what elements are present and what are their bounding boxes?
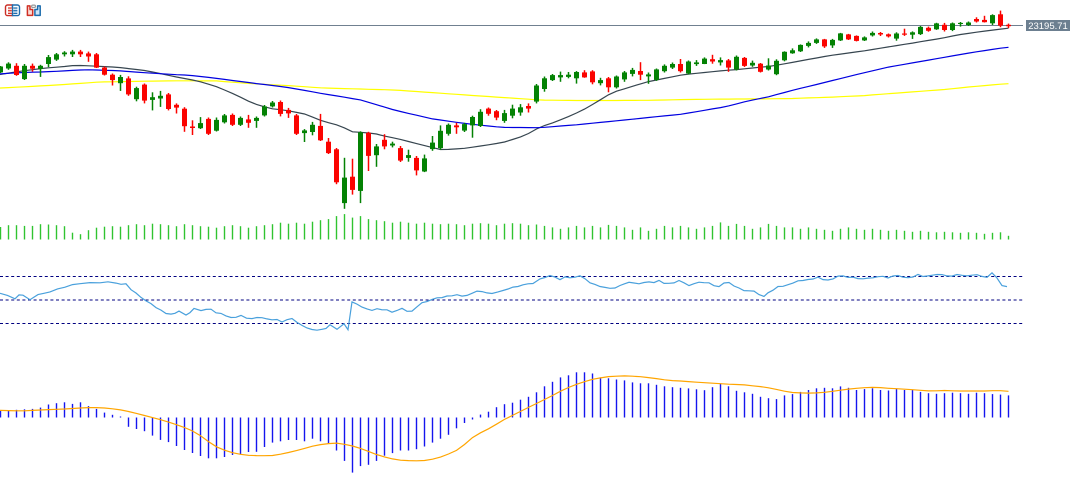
svg-text:23195.71: 23195.71	[1028, 21, 1068, 32]
